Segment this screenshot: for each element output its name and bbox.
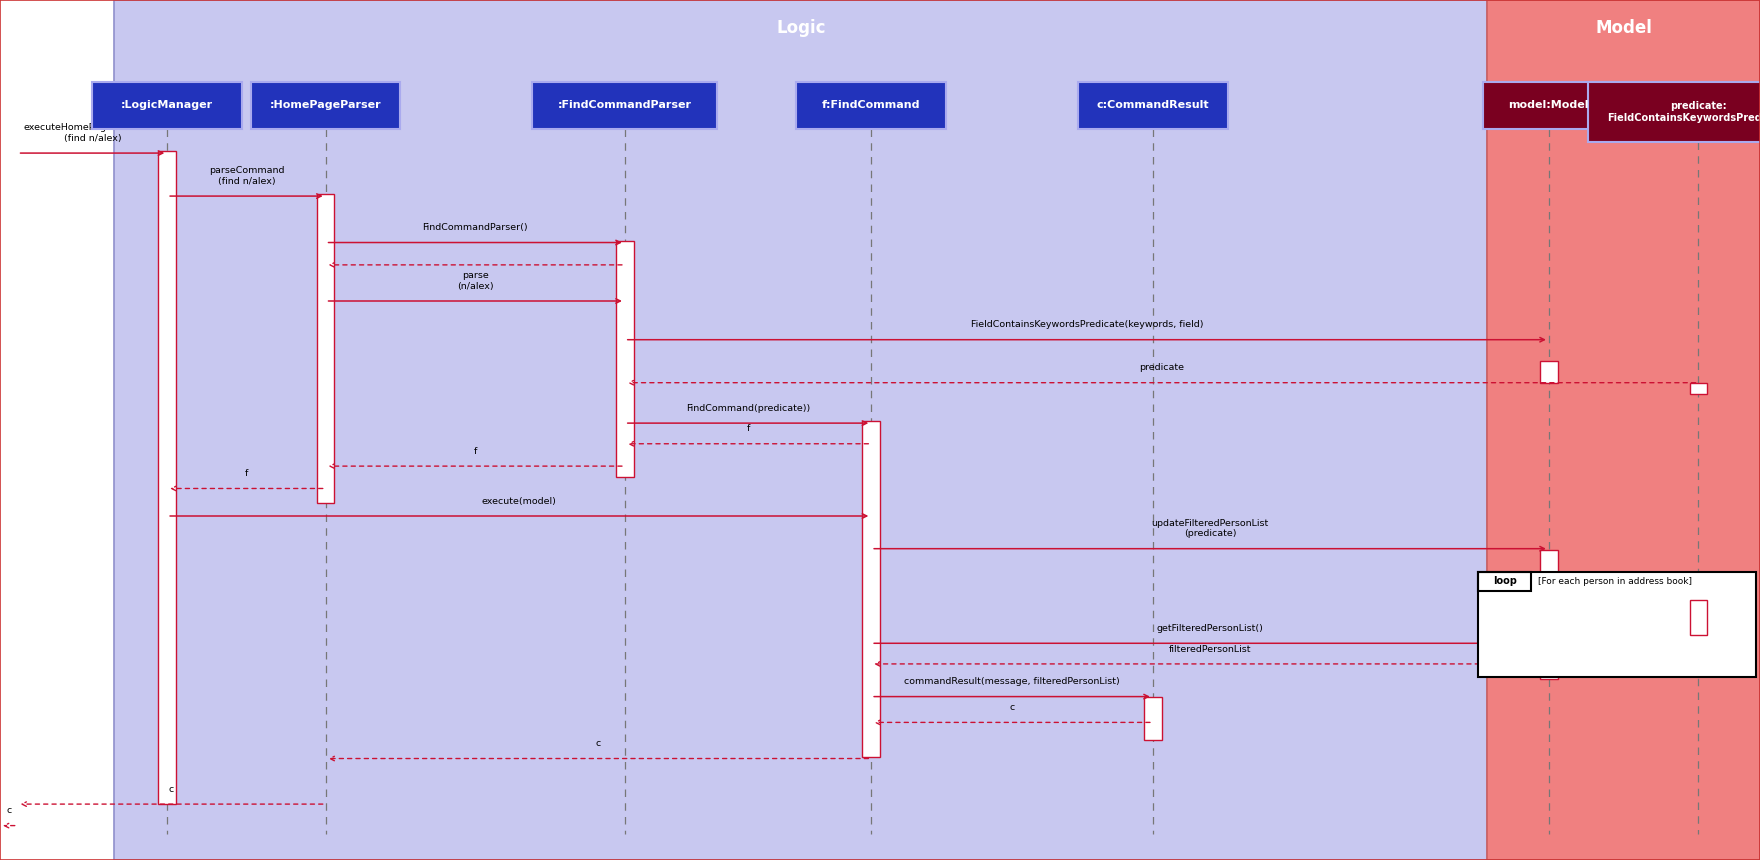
- Bar: [1540, 550, 1558, 679]
- Text: loop: loop: [1492, 576, 1517, 587]
- Text: Model: Model: [1595, 19, 1653, 37]
- Bar: [1478, 572, 1531, 591]
- Text: FindCommand(predicate)): FindCommand(predicate)): [686, 404, 810, 413]
- Bar: [158, 150, 176, 804]
- Text: parse
(n/alex): parse (n/alex): [458, 271, 493, 291]
- Text: model:Model: model:Model: [1508, 101, 1589, 110]
- Bar: [250, 82, 400, 129]
- Text: FieldContainsKeywordsPredicate(keywords, field): FieldContainsKeywordsPredicate(keywords,…: [970, 321, 1204, 329]
- Text: filteredPersonList: filteredPersonList: [1169, 645, 1251, 654]
- Text: commandResult(message, filteredPersonList): commandResult(message, filteredPersonLis…: [905, 678, 1119, 686]
- Bar: [1487, 0, 1760, 860]
- Bar: [862, 421, 880, 757]
- Text: execute(model): execute(model): [482, 497, 556, 506]
- Bar: [92, 82, 243, 129]
- Text: c: c: [7, 807, 11, 815]
- Bar: [1478, 572, 1756, 677]
- Text: Logic: Logic: [776, 19, 825, 37]
- Text: :LogicManager: :LogicManager: [121, 101, 213, 110]
- Bar: [1482, 82, 1616, 129]
- Bar: [533, 82, 718, 129]
- Bar: [1540, 361, 1558, 383]
- Text: c: c: [1010, 703, 1014, 712]
- Text: test(person): test(person): [1595, 592, 1653, 600]
- Bar: [616, 241, 634, 477]
- Bar: [114, 0, 1487, 860]
- Text: predicate: predicate: [1139, 364, 1184, 372]
- Text: f: f: [245, 470, 248, 478]
- Text: executeHomePageCommand
(find n/alex): executeHomePageCommand (find n/alex): [23, 123, 162, 143]
- Text: c: c: [169, 785, 174, 794]
- Bar: [1144, 697, 1162, 740]
- Text: :HomePageParser: :HomePageParser: [269, 101, 382, 110]
- Bar: [1690, 383, 1707, 394]
- Text: c:CommandResult: c:CommandResult: [1096, 101, 1209, 110]
- Bar: [1588, 82, 1760, 142]
- Bar: [317, 194, 334, 503]
- Bar: [1077, 82, 1228, 129]
- Text: f:FindCommand: f:FindCommand: [822, 101, 920, 110]
- Text: f: f: [473, 447, 477, 456]
- Text: parseCommand
(find n/alex): parseCommand (find n/alex): [209, 166, 283, 186]
- Text: updateFilteredPersonList
(predicate): updateFilteredPersonList (predicate): [1151, 519, 1269, 538]
- Bar: [796, 82, 947, 129]
- Text: f: f: [746, 425, 750, 433]
- Text: getFilteredPersonList(): getFilteredPersonList(): [1156, 624, 1264, 633]
- Text: [For each person in address book]: [For each person in address book]: [1538, 577, 1693, 586]
- Text: :FindCommandParser: :FindCommandParser: [558, 101, 692, 110]
- Text: c: c: [597, 740, 600, 748]
- Text: FindCommandParser(): FindCommandParser(): [422, 224, 528, 232]
- Bar: [1690, 600, 1707, 635]
- Text: predicate:
FieldContainsKeywordsPredicate: predicate: FieldContainsKeywordsPredicat…: [1607, 101, 1760, 123]
